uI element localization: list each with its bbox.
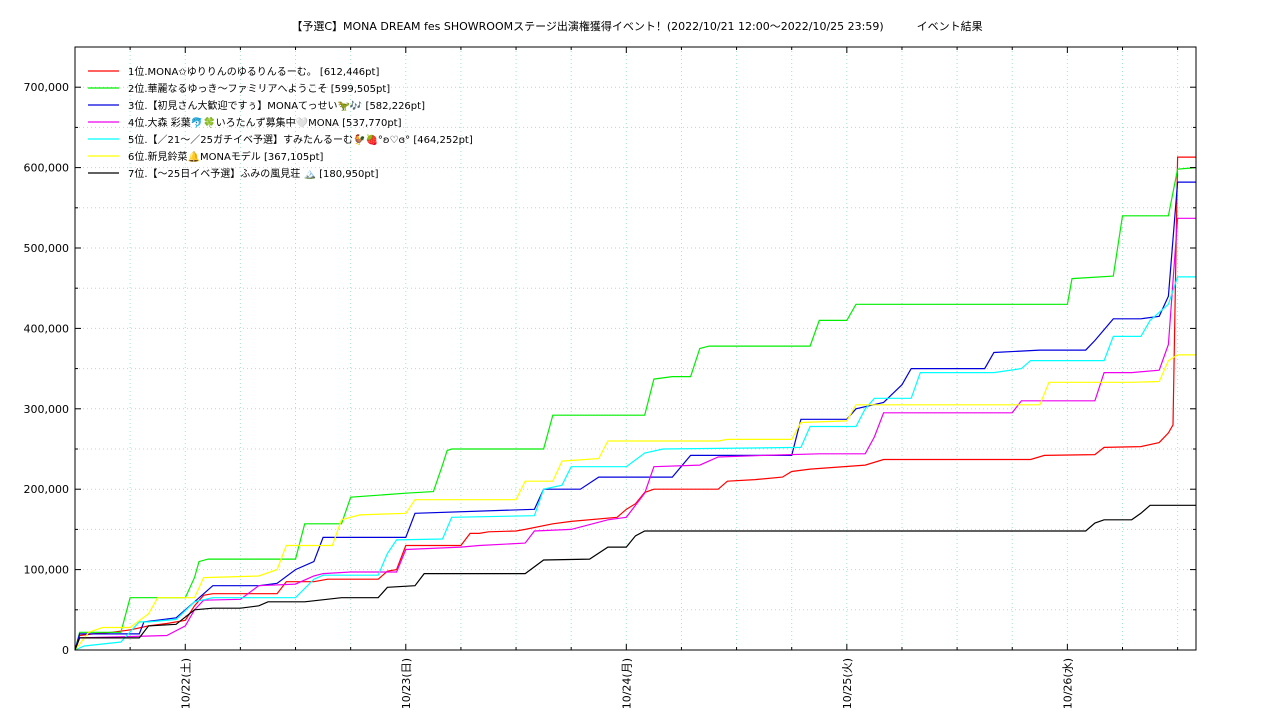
series-lines [74, 156, 1197, 651]
series-line-5 [74, 276, 1196, 651]
legend: 1位.MONA✩ゆりりんのゆるりんるーむ。 [612,446pt] 2位.華麗なる… [88, 65, 473, 180]
x-tick-label: 10/24(月) [620, 658, 633, 709]
y-tick-label: 400,000 [24, 322, 70, 335]
y-tick-label: 600,000 [24, 162, 70, 175]
series-line-6 [74, 354, 1196, 651]
chart-title: 【予選C】MONA DREAM fes SHOWROOMステージ出演権獲得イベン… [291, 19, 982, 33]
y-tick-label: 700,000 [24, 81, 70, 94]
y-tick-label: 300,000 [24, 403, 70, 416]
legend-label: 3位.【初見さん大歓迎ですぅ】MONAてっせい🦖🎶 [582,226pt] [128, 99, 425, 112]
x-tick-label: 10/26(水) [1061, 658, 1074, 709]
y-tick-label: 200,000 [24, 483, 70, 496]
axes-ticks: 0 100,000 200,000 300,000 400,000 500,000 600,… [24, 47, 1196, 709]
y-tick-label: 0 [62, 644, 69, 657]
legend-label: 6位.新見鈴菜🔔MONAモデル [367,105pt] [128, 150, 324, 163]
grid [75, 46, 1196, 650]
legend-label: 2位.華麗なるゆっき〜ファミリアへようこそ [599,505pt] [128, 82, 390, 95]
series-line-7 [74, 504, 1196, 651]
y-tick-label: 500,000 [24, 242, 70, 255]
legend-label: 1位.MONA✩ゆりりんのゆるりんるーむ。 [612,446pt] [128, 65, 379, 78]
series-line-3 [74, 181, 1196, 651]
y-tick-label: 100,000 [24, 564, 70, 577]
x-tick-label: 10/22(土) [179, 658, 192, 709]
legend-label: 4位.大森 彩葉🐬🍀いろたんず募集中🤍MONA [537,770pt] [128, 116, 402, 129]
legend-label: 5位.【／21〜／25ガチイベ予選】すみたんるーむ🐓🍓°ʚ♡ɞ° [464,25… [128, 133, 473, 146]
x-tick-label: 10/23(日) [400, 658, 413, 709]
series-line-4 [74, 217, 1196, 651]
x-tick-label: 10/25(火) [841, 658, 854, 709]
legend-label: 7位.【〜25日イベ予選】ふみの風見荘 🏔️ [180,950pt] [128, 167, 379, 180]
series-line-2 [74, 167, 1197, 651]
plot-frame [74, 46, 1197, 651]
